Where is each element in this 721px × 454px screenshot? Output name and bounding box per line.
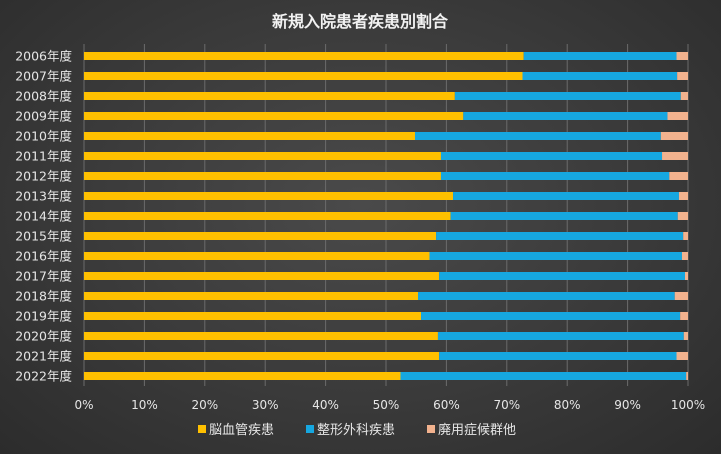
bar-segment: [429, 252, 682, 260]
bar-segment: [683, 232, 688, 240]
bar-segment: [84, 332, 438, 340]
bar-segment: [84, 312, 422, 320]
bar-segment: [683, 332, 688, 340]
bar-segment: [84, 52, 524, 60]
bar-segment: [84, 92, 455, 100]
bar-segment: [84, 192, 454, 200]
category-label: 2009年度: [15, 109, 72, 124]
bar-segment: [450, 212, 678, 220]
bar-segment: [681, 252, 688, 260]
x-tick-label: 20%: [191, 398, 218, 412]
bar-segment: [400, 372, 687, 380]
legend-label: 廃用症候群他: [438, 422, 516, 438]
x-tick-label: 0%: [74, 398, 93, 412]
bar-segment: [684, 272, 688, 280]
category-labels: 2006年度 2007年度 2008年度 2009年度 2010年度 2011年度 2012…: [15, 49, 72, 384]
bar-segment: [436, 232, 684, 240]
category-label: 2007年度: [15, 69, 72, 84]
x-tick-label: 60%: [433, 398, 460, 412]
bar-segment: [84, 272, 440, 280]
bar-segment: [84, 252, 430, 260]
legend-label: 脳血管疾患: [209, 423, 274, 438]
x-tick-label: 10%: [131, 398, 158, 412]
bar-segment: [84, 112, 464, 120]
bar-segment: [421, 312, 681, 320]
category-label: 2020年度: [15, 329, 72, 344]
legend-swatch: [198, 425, 206, 433]
bar-segment: [84, 232, 437, 240]
x-tick-label: 70%: [493, 398, 520, 412]
x-tick-labels: 0% 10% 20% 30% 40% 50% 60% 70% 80% 90% 100%: [74, 398, 705, 412]
bar-segment: [677, 212, 688, 220]
bar-segment: [662, 152, 688, 160]
bar-segment: [674, 292, 688, 300]
category-label: 2018年度: [15, 289, 72, 304]
chart-title: 新規入院患者疾患別割合: [272, 12, 449, 31]
category-label: 2006年度: [15, 49, 72, 64]
legend-swatch: [306, 425, 314, 433]
bar-segment: [680, 92, 688, 100]
x-tick-label: 40%: [312, 398, 339, 412]
bar-segment: [84, 172, 441, 180]
bar-segment: [84, 372, 401, 380]
bar-segment: [686, 372, 688, 380]
bar-segment: [439, 352, 677, 360]
bar-segment: [669, 172, 688, 180]
bar-segment: [84, 72, 523, 80]
bar-segment: [676, 352, 688, 360]
bar-segment: [440, 152, 663, 160]
bar-segment: [414, 132, 661, 140]
bars: [84, 52, 688, 380]
legend: 脳血管疾患 整形外科疾患 廃用症候群他: [198, 422, 516, 438]
category-label: 2008年度: [15, 89, 72, 104]
category-label: 2010年度: [15, 129, 72, 144]
x-tick-label: 50%: [373, 398, 400, 412]
category-label: 2014年度: [15, 209, 72, 224]
legend-swatch: [427, 425, 435, 433]
category-label: 2012年度: [15, 169, 72, 184]
legend-label: 整形外科疾患: [317, 423, 395, 438]
bar-segment: [418, 292, 675, 300]
bar-segment: [454, 92, 681, 100]
category-label: 2021年度: [15, 349, 72, 364]
bar-segment: [677, 72, 688, 80]
x-tick-label: 90%: [614, 398, 641, 412]
bar-segment: [453, 192, 679, 200]
bar-segment: [440, 172, 670, 180]
bar-segment: [437, 332, 684, 340]
category-label: 2019年度: [15, 309, 72, 324]
bar-segment: [676, 52, 688, 60]
bar-segment: [439, 272, 685, 280]
bar-segment: [84, 132, 415, 140]
x-tick-label: 30%: [252, 398, 279, 412]
category-label: 2016年度: [15, 249, 72, 264]
bar-segment: [523, 52, 677, 60]
category-label: 2013年度: [15, 189, 72, 204]
category-label: 2022年度: [15, 369, 72, 384]
x-tick-label: 100%: [671, 398, 705, 412]
bar-segment: [84, 212, 451, 220]
bar-segment: [522, 72, 678, 80]
bar-segment: [84, 152, 441, 160]
x-tick-label: 80%: [554, 398, 581, 412]
category-label: 2017年度: [15, 269, 72, 284]
bar-segment: [463, 112, 668, 120]
category-label: 2011年度: [15, 149, 72, 164]
bar-segment: [84, 292, 419, 300]
bar-segment: [680, 312, 688, 320]
bar-segment: [678, 192, 688, 200]
bar-segment: [660, 132, 688, 140]
category-label: 2015年度: [15, 229, 72, 244]
bar-segment: [84, 352, 440, 360]
bar-segment: [667, 112, 688, 120]
